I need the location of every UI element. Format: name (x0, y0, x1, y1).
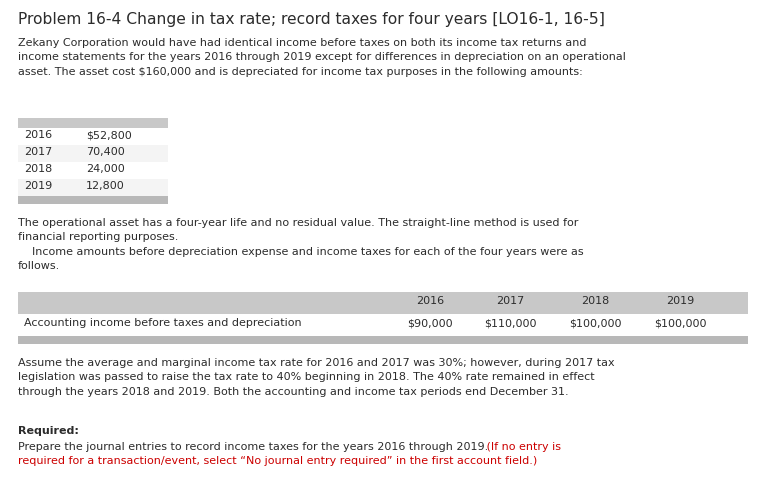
Text: (If no entry is: (If no entry is (483, 442, 561, 452)
Bar (18, 292, 748, 314)
Bar (18, 162, 168, 179)
Text: Required:: Required: (18, 426, 79, 436)
Text: 12,800: 12,800 (86, 181, 125, 191)
Text: required for a transaction/event, select “No journal entry required” in the firs: required for a transaction/event, select… (18, 456, 537, 466)
Text: $52,800: $52,800 (86, 130, 132, 140)
Text: $100,000: $100,000 (568, 318, 621, 328)
Text: 70,400: 70,400 (86, 147, 125, 157)
Text: 2019: 2019 (666, 296, 694, 306)
Bar (18, 314, 748, 336)
Bar (18, 196, 168, 204)
Text: Accounting income before taxes and depreciation: Accounting income before taxes and depre… (24, 318, 302, 328)
Text: 2016: 2016 (24, 130, 52, 140)
Text: Assume the average and marginal income tax rate for 2016 and 2017 was 30%; howev: Assume the average and marginal income t… (18, 358, 614, 397)
Text: Prepare the journal entries to record income taxes for the years 2016 through 20: Prepare the journal entries to record in… (18, 442, 488, 452)
Text: $100,000: $100,000 (653, 318, 706, 328)
Text: 2017: 2017 (496, 296, 524, 306)
Text: 24,000: 24,000 (86, 164, 125, 174)
Text: Zekany Corporation would have had identical income before taxes on both its inco: Zekany Corporation would have had identi… (18, 38, 626, 77)
Bar (18, 336, 748, 344)
Text: 2017: 2017 (24, 147, 52, 157)
Text: Problem 16-4 Change in tax rate; record taxes for four years [LO16-1, 16-5]: Problem 16-4 Change in tax rate; record … (18, 12, 605, 27)
Text: $110,000: $110,000 (484, 318, 536, 328)
Text: 2016: 2016 (416, 296, 444, 306)
Text: The operational asset has a four-year life and no residual value. The straight-l: The operational asset has a four-year li… (18, 218, 584, 271)
Text: 2018: 2018 (24, 164, 52, 174)
Text: $90,000: $90,000 (408, 318, 453, 328)
Bar (18, 145, 168, 162)
Bar (18, 118, 168, 128)
Text: 2018: 2018 (581, 296, 609, 306)
Bar (18, 179, 168, 196)
Text: 2019: 2019 (24, 181, 52, 191)
Bar (18, 128, 168, 145)
